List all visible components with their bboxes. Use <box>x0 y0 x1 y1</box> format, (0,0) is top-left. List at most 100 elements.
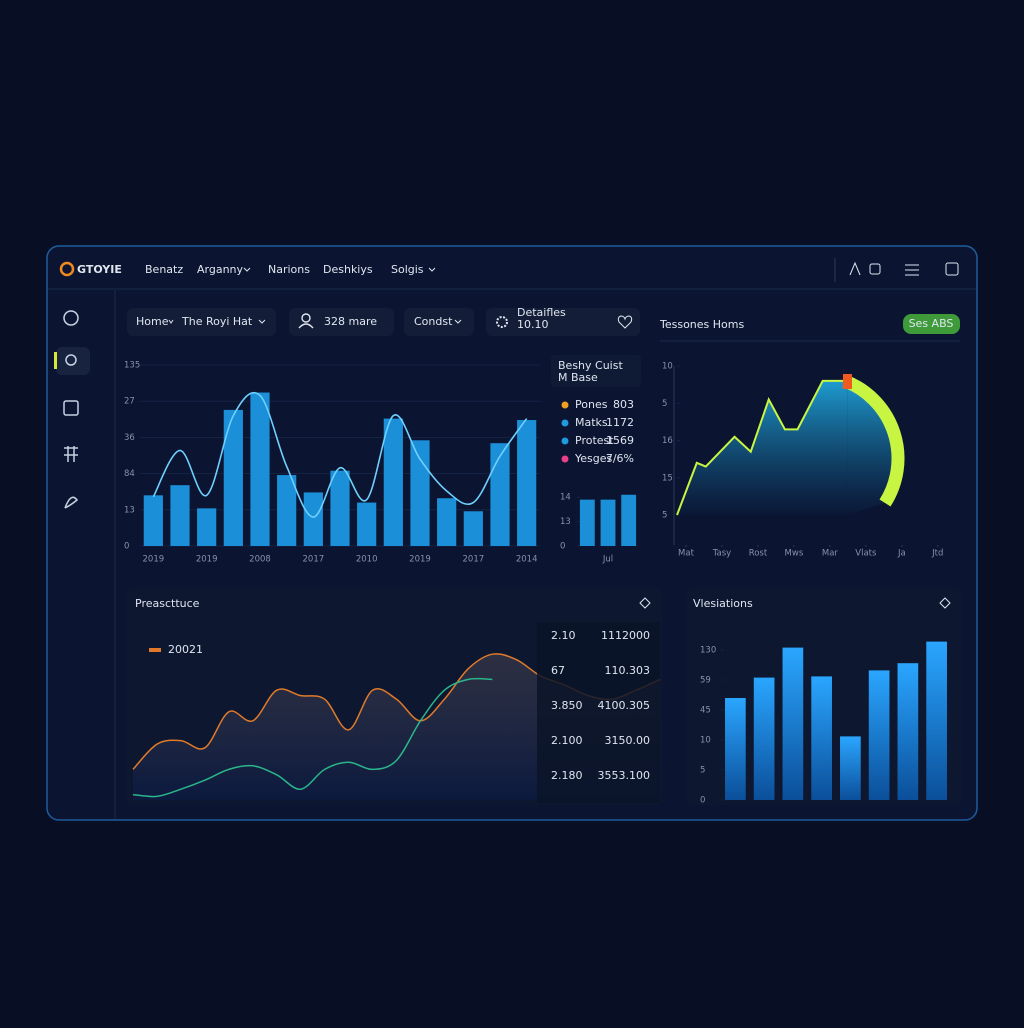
y-tick-label: 59 <box>700 676 711 686</box>
x-tick-label: Tasy <box>712 549 731 559</box>
gear-icon <box>496 316 508 328</box>
y-tick-label: 0 <box>700 796 705 806</box>
home-select[interactable]: Home <box>136 315 169 328</box>
select-label[interactable]: Condst <box>414 315 453 328</box>
bar <box>782 647 804 800</box>
x-tick-label: Vlats <box>855 549 877 559</box>
legend-name: Matks <box>575 416 608 429</box>
table-bg <box>537 622 660 803</box>
user-icon <box>298 323 314 329</box>
sidebar-icon[interactable] <box>64 446 78 462</box>
y-tick-label: 5 <box>662 399 667 409</box>
table-cell: 110.303 <box>605 664 651 677</box>
x-tick-label: 2017 <box>463 555 485 565</box>
brand[interactable]: GTOYIE <box>77 263 122 276</box>
y-tick-label: 36 <box>124 433 135 443</box>
x-tick-label: 2014 <box>516 555 538 565</box>
sidebar-icon[interactable] <box>65 354 77 366</box>
x-tick-label: Jtd <box>931 549 943 559</box>
bar <box>579 499 595 546</box>
nav-item[interactable]: Narions <box>268 263 310 276</box>
area <box>133 653 660 800</box>
y-tick-label: 13 <box>560 517 571 527</box>
menu-icon[interactable] <box>905 264 919 276</box>
x-tick-label: Jul <box>602 555 613 565</box>
legend-dot <box>561 437 569 445</box>
x-tick-label: Mat <box>678 549 695 559</box>
bar <box>277 475 297 546</box>
x-tick-label: Ja <box>897 549 906 559</box>
heart-icon[interactable] <box>617 315 633 329</box>
x-tick-label: 2010 <box>356 555 378 565</box>
x-tick-label: 2019 <box>143 555 165 565</box>
y-tick-label: 84 <box>124 469 135 479</box>
gauge-marker <box>843 374 852 389</box>
icon[interactable] <box>869 263 881 275</box>
legend-name: Pones <box>575 398 608 411</box>
bar <box>303 492 323 546</box>
nav-item[interactable]: Benatz <box>145 263 183 276</box>
nav-item[interactable]: Deshkiys <box>323 263 373 276</box>
bar <box>170 485 190 546</box>
panel-icon[interactable] <box>939 597 951 609</box>
y-tick-label: 15 <box>662 473 673 483</box>
bar <box>811 676 832 800</box>
table-cell: 3553.100 <box>598 769 651 782</box>
chevron <box>168 319 174 324</box>
users-box[interactable] <box>289 308 394 336</box>
stat-value: 10.10 <box>517 318 549 331</box>
table-cell: 3.850 <box>551 699 583 712</box>
table-cell: 2.10 <box>551 629 576 642</box>
bar <box>868 670 890 800</box>
bar <box>753 677 775 800</box>
sidebar-icon[interactable] <box>63 310 79 326</box>
legend-dot <box>561 419 569 427</box>
sidebar-active <box>56 347 90 375</box>
icon[interactable] <box>945 262 959 276</box>
nav-item[interactable]: Arganny <box>197 263 244 276</box>
bar <box>621 494 637 546</box>
bar <box>223 409 243 546</box>
table-cell: 2.180 <box>551 769 583 782</box>
brand-icon <box>59 261 75 277</box>
table-cell: 1112000 <box>601 629 650 642</box>
panel-title: Tessones Homs <box>659 318 744 331</box>
chevron <box>454 319 462 324</box>
legend-label: 20021 <box>168 643 203 656</box>
user-icon <box>301 313 311 323</box>
table-cell: 3150.00 <box>605 734 651 747</box>
bar <box>410 440 430 546</box>
panel-title: Vlesiations <box>693 597 753 610</box>
y-tick-label: 0 <box>124 542 129 552</box>
chevron <box>258 319 266 324</box>
button-label[interactable]: Ses ABS <box>909 317 954 330</box>
bar <box>437 498 457 546</box>
gauge-arc <box>842 374 905 507</box>
bar <box>490 443 510 546</box>
y-tick-label: 135 <box>124 361 140 371</box>
bar <box>357 502 377 546</box>
action-button[interactable] <box>903 314 960 334</box>
select-box[interactable] <box>404 308 474 336</box>
bar <box>840 736 861 800</box>
sidebar-icon[interactable] <box>63 400 79 416</box>
sidebar-icon[interactable] <box>64 496 79 509</box>
area-line <box>676 379 848 516</box>
x-tick-label: 2017 <box>303 555 325 565</box>
users-count: 328 mare <box>324 315 377 328</box>
y-tick-label: 45 <box>700 706 711 716</box>
filter-select[interactable]: The Royi Hat <box>181 315 253 328</box>
nav-item[interactable]: Solgis <box>391 263 424 276</box>
x-tick-label: 2019 <box>196 555 218 565</box>
y-tick-label: 0 <box>560 542 565 552</box>
legend-value: 7/6% <box>606 452 634 465</box>
filter-box[interactable] <box>127 308 276 336</box>
legend-value: 803 <box>613 398 634 411</box>
panel-icon[interactable] <box>639 597 651 609</box>
x-tick-label: Mws <box>785 549 804 559</box>
legend-name: Protest <box>575 434 614 447</box>
icon[interactable] <box>849 261 861 276</box>
legend-name: Yesges <box>574 452 613 465</box>
legend-dot <box>561 455 569 463</box>
